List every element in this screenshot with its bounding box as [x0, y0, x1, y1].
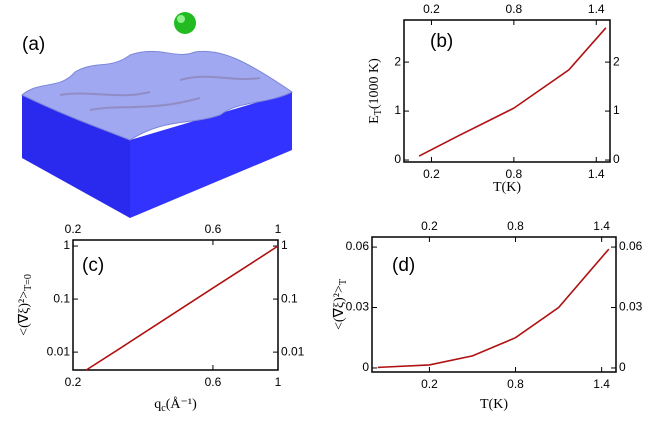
y-tick-label-right: 0 — [619, 360, 626, 374]
panel-label: (a) — [22, 34, 45, 55]
figure: (a) 0.20.20.80.81.41.4001122(b)T(K)ET(10… — [0, 0, 652, 425]
y-tick-label: 0.01 — [47, 344, 71, 358]
x-tick-label-top: 1.4 — [588, 2, 605, 16]
label-main: <(∇ξ)²> — [332, 285, 347, 330]
y-tick-label: 0.1 — [53, 291, 70, 305]
x-tick-label-top: 0.2 — [423, 2, 440, 16]
x-tick-label-top: 0.6 — [205, 222, 222, 236]
label-sub: T=0 — [23, 274, 34, 291]
axis-label: T(K) — [493, 180, 521, 195]
x-tick-label: 0.2 — [421, 377, 438, 391]
data-line — [86, 246, 278, 370]
axis-label: T(K) — [480, 397, 508, 412]
y-tick-label: 1 — [394, 103, 401, 117]
x-tick-label-top: 1.4 — [593, 219, 610, 233]
label-main: <(∇ξ)²> — [17, 291, 32, 336]
x-tick-label: 0.8 — [507, 377, 524, 391]
panel-label: (b) — [430, 31, 453, 52]
x-tick-label: 0.8 — [506, 167, 523, 181]
y-tick-label-right: 2 — [613, 54, 620, 68]
y-tick-label-right: 1 — [281, 238, 288, 252]
label-main: T(K) — [480, 397, 508, 412]
panel-label: (c) — [82, 255, 104, 276]
x-tick-label: 1.4 — [588, 167, 605, 181]
y-tick-label-right: 1 — [613, 103, 620, 117]
x-tick-label-top: 0.8 — [506, 2, 523, 16]
x-tick-label: 1 — [275, 375, 282, 389]
y-tick-label-right: 0 — [613, 152, 620, 166]
y-tick-label-right: 0.03 — [619, 300, 643, 314]
label-rest: (Å⁻¹) — [166, 396, 197, 412]
x-tick-label: 0.2 — [423, 167, 440, 181]
surface-illustration — [22, 12, 292, 218]
x-tick-label: 0.6 — [205, 375, 222, 389]
y-tick-label: 1 — [63, 238, 70, 252]
y-tick-label-right: 0.01 — [281, 344, 305, 358]
axis-label: <(∇ξ)²>T — [332, 279, 349, 330]
label-main: T(K) — [493, 180, 521, 195]
label-main: E — [367, 115, 382, 124]
y-tick-label: 0.03 — [346, 300, 370, 314]
label-sub: T — [338, 279, 349, 285]
y-tick-label-right: 0.06 — [619, 239, 643, 253]
x-tick-label: 1.4 — [593, 377, 610, 391]
x-tick-label-top: 0.2 — [421, 219, 438, 233]
panel-label: (d) — [392, 255, 415, 276]
y-tick-label-right: 0.1 — [281, 291, 298, 305]
y-tick-label: 0.06 — [346, 239, 370, 253]
label-rest: (1000 K) — [367, 58, 382, 109]
label-main: q — [154, 397, 161, 412]
page: (a) 0.20.20.80.81.41.4001122(b)T(K)ET(10… — [0, 0, 652, 425]
y-tick-label: 0 — [394, 152, 401, 166]
x-tick-label-top: 0.2 — [65, 222, 82, 236]
x-tick-label-top: 0.8 — [507, 219, 524, 233]
y-tick-label: 2 — [394, 54, 401, 68]
axis-label: qc(Å⁻¹) — [154, 396, 197, 414]
y-tick-label: 0 — [362, 360, 369, 374]
x-tick-label-top: 1 — [275, 222, 282, 236]
x-tick-label: 0.2 — [65, 375, 82, 389]
axis-label: <(∇ξ)²>T=0 — [17, 274, 34, 336]
axis-label: ET(1000 K) — [367, 58, 384, 124]
